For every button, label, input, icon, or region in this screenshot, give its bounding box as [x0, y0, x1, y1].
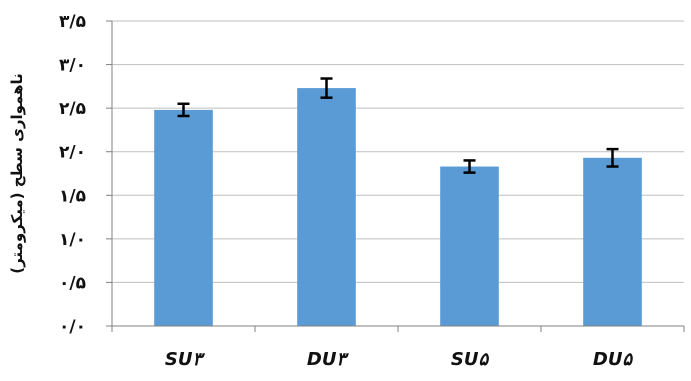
- y-tick-labels: ۰/۰ ۰/۵ ۱/۰ ۱/۵ ۲/۰ ۲/۵ ۳/۰ ۳/۵: [59, 12, 86, 337]
- y-tick-label: ۲/۰: [59, 143, 86, 163]
- y-tick-label: ۰/۰: [59, 317, 86, 337]
- y-tick-label: ۲/۵: [59, 99, 86, 119]
- bar: [583, 157, 642, 326]
- axes: [111, 21, 685, 332]
- x-tick-label: DU۳: [307, 349, 350, 370]
- x-tick-label: SU۵: [451, 349, 490, 370]
- x-tick-label: SU۳: [165, 349, 206, 370]
- bars: [154, 88, 642, 326]
- y-tick-label: ۱/۰: [59, 230, 86, 250]
- error-bars: [177, 77, 619, 174]
- y-axis-label: ناهمواری سطح (میکرومتر): [8, 73, 26, 274]
- bar: [440, 166, 499, 326]
- y-tick-label: ۱/۵: [59, 186, 86, 206]
- y-tick-label: ۰/۵: [59, 273, 86, 293]
- x-tick-labels: SU۳ DU۳ SU۵ DU۵: [165, 349, 634, 370]
- bar: [154, 109, 213, 326]
- y-tick-label: ۳/۵: [59, 12, 86, 32]
- bar: [297, 88, 356, 326]
- y-tick-label: ۳/۰: [59, 56, 86, 76]
- x-tick-label: DU۵: [593, 349, 634, 370]
